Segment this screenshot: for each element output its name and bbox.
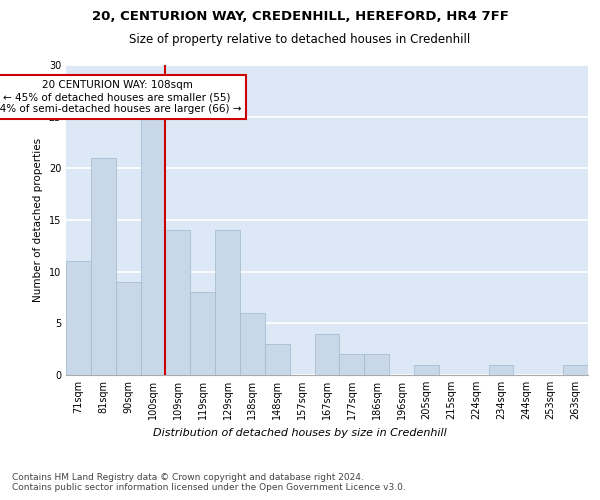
Text: 20 CENTURION WAY: 108sqm
← 45% of detached houses are smaller (55)
54% of semi-d: 20 CENTURION WAY: 108sqm ← 45% of detach… [0,80,241,114]
Bar [190,292,215,375]
Bar [240,313,265,375]
Bar [166,230,190,375]
Bar [314,334,340,375]
Bar [414,364,439,375]
Y-axis label: Number of detached properties: Number of detached properties [33,138,43,302]
Bar [488,364,514,375]
Bar [265,344,290,375]
Bar [140,116,166,375]
Bar [91,158,116,375]
Bar [563,364,588,375]
Text: 20, CENTURION WAY, CREDENHILL, HEREFORD, HR4 7FF: 20, CENTURION WAY, CREDENHILL, HEREFORD,… [92,10,508,23]
Text: Contains HM Land Registry data © Crown copyright and database right 2024.
Contai: Contains HM Land Registry data © Crown c… [12,472,406,492]
Bar [66,262,91,375]
Text: Distribution of detached houses by size in Credenhill: Distribution of detached houses by size … [153,428,447,438]
Bar [340,354,364,375]
Bar [364,354,389,375]
Bar [116,282,140,375]
Text: Size of property relative to detached houses in Credenhill: Size of property relative to detached ho… [130,32,470,46]
Bar [215,230,240,375]
